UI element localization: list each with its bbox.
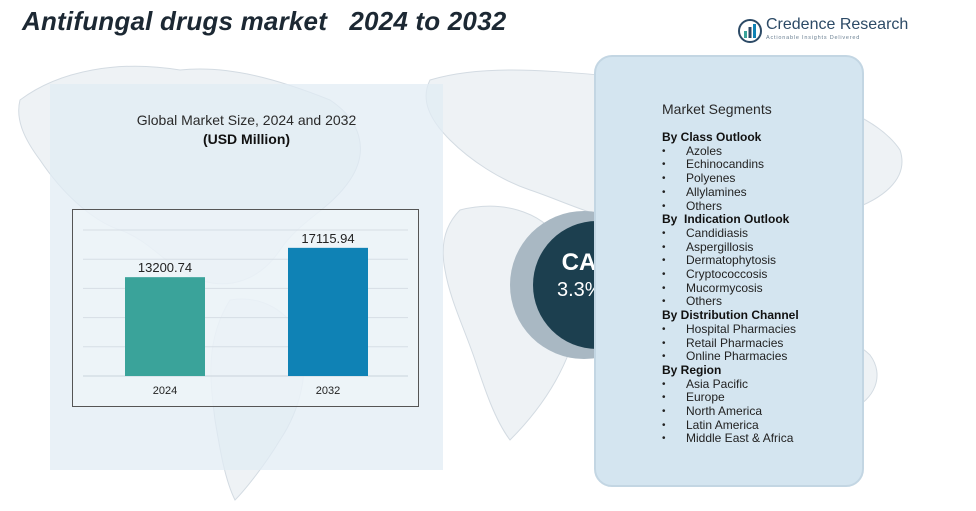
segment-item: Aspergillosis [662,240,862,255]
segment-group: By Distribution ChannelHospital Pharmaci… [662,308,862,364]
bar-chart-logo-icon [738,19,762,43]
segments-list: By Class OutlookAzolesEchinocandinsPolye… [662,130,862,446]
data-label-2024: 13200.74 [138,260,192,275]
segment-item: Latin America [662,418,862,433]
segment-item: Dermatophytosis [662,254,862,268]
segment-item: Candidiasis [662,226,862,241]
segments-title: Market Segments [662,101,772,117]
segment-item: Echinocandins [662,158,862,172]
chart-title: Global Market Size, 2024 and 2032 [136,112,357,128]
segment-group: By Indication OutlookCandidiasisAspergil… [662,213,862,309]
bar-2024 [125,277,205,376]
segment-heading: By Region [662,362,722,377]
logo-name: Credence Research [766,16,909,33]
segment-item: Middle East & Africa [662,432,862,446]
data-label-2032: 17115.94 [301,231,354,246]
segment-heading: By Distribution Channel [662,308,799,323]
segment-item: North America [662,404,862,419]
page-title: Antifungal drugs market 2024 to 2032 [22,6,507,36]
x-tick-label-2024: 2024 [153,385,177,397]
segment-item: Polyenes [662,171,862,186]
segment-item: Mucormycosis [662,281,862,296]
bar-chart: 13200.74 2024 17115.94 2032 [72,209,419,407]
bar-chart-svg: 13200.74 2024 17115.94 2032 [83,229,408,397]
segment-item: Others [662,295,862,309]
bar-2032 [288,247,368,376]
segment-item: Others [662,199,862,214]
segment-item: Azoles [662,144,862,159]
segment-group: By Class OutlookAzolesEchinocandinsPolye… [662,130,862,214]
segment-heading: By Class Outlook [662,130,762,144]
segment-item: Cryptococcosis [662,267,862,282]
segment-heading: By Indication Outlook [662,212,790,227]
segment-item: Online Pharmacies [662,350,862,364]
segment-group: By RegionAsia PacificEuropeNorth America… [662,362,862,446]
x-tick-label-2032: 2032 [316,385,340,397]
segment-item: Asia Pacific [662,377,862,392]
logo-tagline: Actionable Insights Delivered [766,35,861,41]
segment-item: Allylamines [662,185,862,200]
credence-research-logo: Credence Research Actionable Insights De… [738,16,908,48]
segment-item: Hospital Pharmacies [662,322,862,337]
chart-unit: (USD Million) [202,131,291,147]
segment-item: Europe [662,391,862,405]
segment-item: Retail Pharmacies [662,336,862,351]
